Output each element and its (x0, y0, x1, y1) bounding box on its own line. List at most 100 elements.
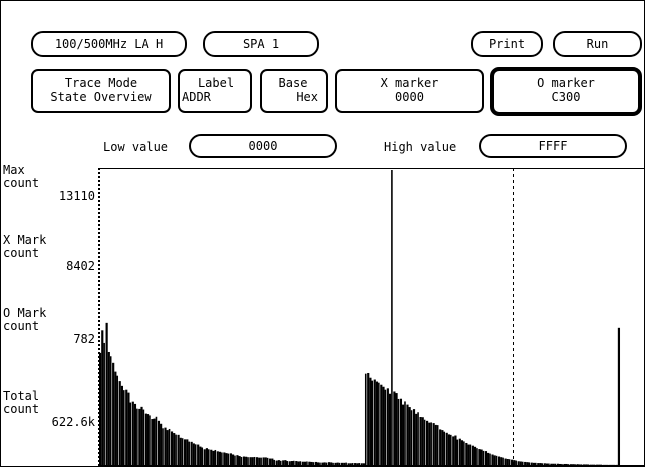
label-button[interactable]: Label ADDR (178, 69, 252, 113)
histogram-bar (587, 464, 589, 466)
histogram-bar (160, 423, 163, 466)
histogram-bar (375, 381, 379, 466)
histogram-bar (574, 464, 576, 466)
histogram-bar (393, 391, 396, 466)
low-value-field[interactable]: 0000 (189, 134, 337, 158)
histogram-bar (288, 461, 291, 466)
high-value-label: High value (384, 140, 457, 154)
print-button[interactable]: Print (471, 31, 543, 57)
histogram-bar (412, 409, 416, 466)
histogram-bar (295, 461, 298, 466)
histogram-bar (321, 462, 324, 466)
histogram-bar (397, 398, 400, 466)
histogram-bar (386, 388, 389, 466)
max-count-line2: count (3, 176, 40, 190)
histogram-bar (456, 439, 459, 466)
histogram-bar (600, 464, 602, 466)
histogram-bar (537, 463, 540, 466)
low-value-label: Low value (103, 140, 169, 154)
histogram-bar (297, 461, 300, 466)
histogram-bar (210, 449, 213, 466)
histogram-bar (567, 464, 570, 466)
histogram-bar (203, 449, 206, 466)
histogram-bar (367, 372, 370, 466)
x-mark-count-line1: X Mark (3, 233, 47, 247)
histogram-bar (513, 460, 516, 466)
histogram-bar (364, 373, 367, 466)
max-count-line1: Max (3, 163, 25, 177)
histogram-bar (166, 430, 169, 466)
histogram-bar (330, 462, 333, 466)
o-marker-value: C300 (551, 90, 581, 104)
histogram-bar (234, 455, 236, 466)
histogram-bar (426, 420, 429, 466)
histogram-bar (105, 322, 108, 466)
histogram-bar (266, 457, 269, 466)
histogram-bar (445, 432, 448, 466)
histogram-bar (107, 351, 110, 466)
histogram-bar (308, 461, 311, 466)
histogram-bar (205, 448, 208, 466)
histogram-plot (98, 168, 644, 466)
histogram-bar (325, 462, 328, 466)
mode-select-button[interactable]: SPA 1 (203, 31, 319, 57)
histogram-bar (582, 464, 586, 466)
histogram-bar (572, 464, 575, 466)
histogram-bar (541, 463, 544, 466)
histogram-bar (443, 431, 446, 466)
histogram-bar (609, 464, 612, 466)
histogram-bar (275, 460, 278, 466)
histogram-bar (242, 456, 246, 466)
analyzer-select-button[interactable]: 100/500MHz LA H (31, 31, 187, 57)
histogram-bar (404, 401, 406, 466)
histogram-bar (127, 392, 130, 466)
histogram-bar (606, 464, 609, 466)
histogram-bar (192, 443, 195, 466)
total-count-line1: Total (3, 389, 40, 403)
histogram-bar (279, 460, 282, 466)
histogram-bar (482, 450, 485, 466)
histogram-bar (351, 463, 354, 466)
base-button[interactable]: Base Hex (260, 69, 328, 113)
histogram-bar (314, 461, 317, 466)
histogram-bar (563, 463, 566, 466)
histogram-bar (399, 398, 403, 466)
o-mark-count-line1: O Mark (3, 306, 47, 320)
o-marker-button[interactable]: O marker C300 (490, 67, 642, 116)
run-button[interactable]: Run (553, 31, 642, 57)
histogram-bar (277, 460, 280, 466)
histogram-bar (620, 465, 622, 466)
total-count-line2: count (3, 402, 40, 416)
histogram-bar (382, 386, 385, 466)
histogram-bar (201, 447, 204, 466)
trace-mode-button[interactable]: Trace Mode State Overview (31, 69, 171, 113)
histogram-bar (236, 455, 239, 466)
histogram-bar (378, 382, 380, 466)
histogram-bar (633, 465, 635, 466)
histogram-bar (362, 463, 365, 466)
histogram-bar (622, 465, 625, 466)
histogram-bar (545, 463, 549, 466)
histogram-bar (373, 379, 376, 466)
high-value-field[interactable]: FFFF (479, 134, 627, 158)
histogram-bar (271, 458, 274, 466)
total-count-label: Total count 622.6k (1, 390, 95, 429)
histogram-bar (491, 454, 494, 466)
histogram-bar (593, 464, 596, 466)
histogram-bar (149, 415, 151, 466)
histogram-bar (550, 463, 553, 466)
histogram-bar (131, 401, 134, 466)
total-count-value: 622.6k (51, 415, 95, 429)
histogram-bar (179, 437, 182, 466)
base-title: Base (278, 76, 308, 90)
histogram-bar (528, 462, 531, 466)
histogram-bar (293, 460, 295, 466)
histogram-bar (162, 428, 164, 466)
histogram-bar (273, 459, 275, 466)
histogram-bar (340, 462, 344, 466)
x-marker-button[interactable]: X marker 0000 (335, 69, 484, 113)
histogram-bar (170, 431, 174, 466)
trace-mode-title: Trace Mode (64, 76, 138, 90)
histogram-bar (109, 356, 112, 466)
histogram-bar (153, 418, 156, 466)
